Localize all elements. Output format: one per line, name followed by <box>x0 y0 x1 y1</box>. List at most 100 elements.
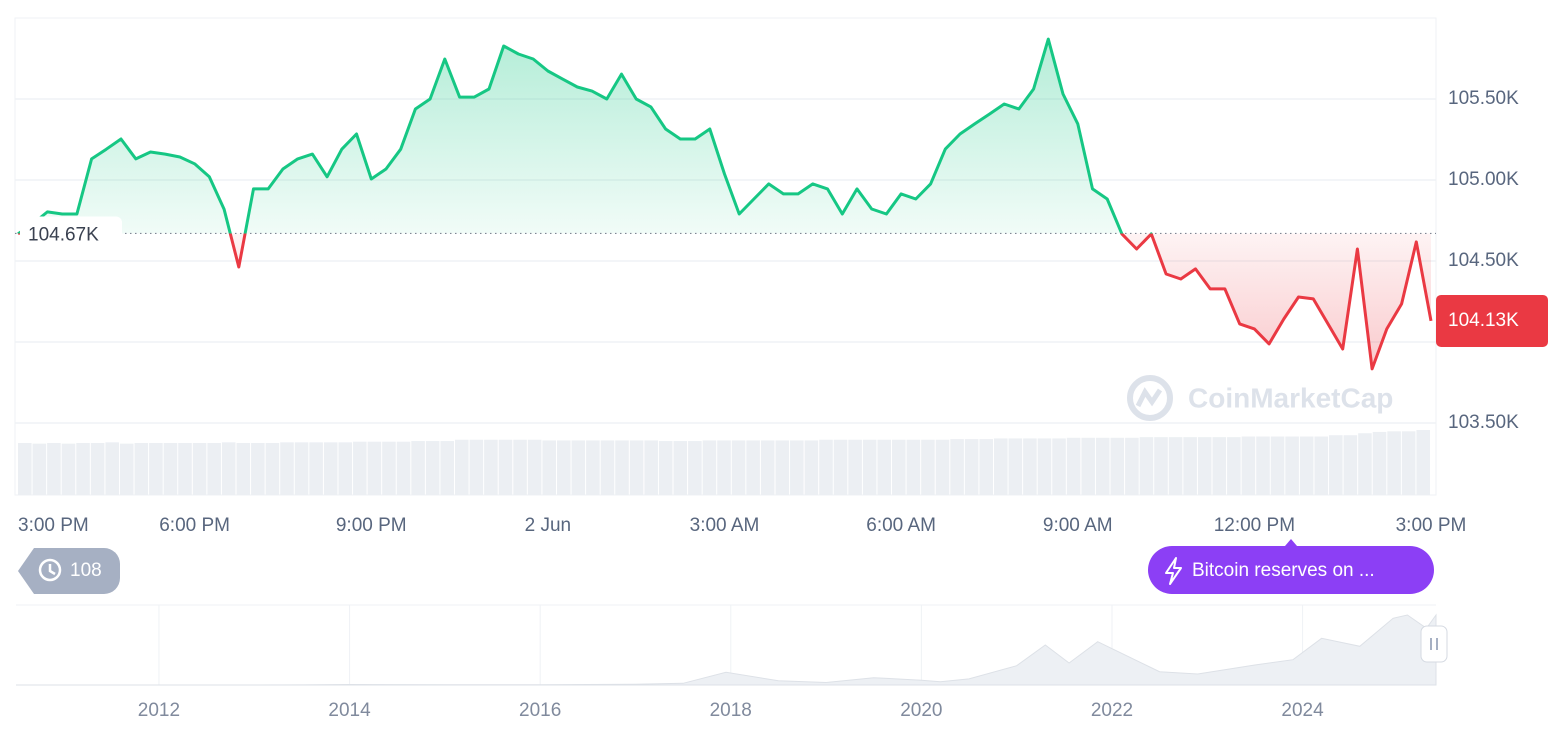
price-line <box>17 37 1433 371</box>
volume-bar <box>1095 437 1110 495</box>
volume-bar <box>819 439 833 495</box>
volume-bar <box>717 440 731 495</box>
volume-bar <box>950 439 964 495</box>
volume-bar <box>760 440 775 495</box>
volume-bar <box>1241 436 1256 495</box>
volume-bar <box>993 438 1008 495</box>
current-label: 104.13K <box>1448 310 1519 331</box>
volume-bar <box>629 440 644 495</box>
volume-bar <box>979 439 993 495</box>
baseline-label-box <box>20 216 122 251</box>
volume-bar <box>1256 436 1270 495</box>
volume-bar <box>396 441 411 495</box>
navigator-area <box>16 613 1437 686</box>
volume-bar <box>600 440 615 495</box>
volume-bar <box>440 441 455 495</box>
volume-bar <box>455 439 469 495</box>
volume-bar <box>309 442 323 495</box>
volume-bar <box>18 443 32 495</box>
volume-bar <box>964 439 979 495</box>
x-tick-label: 6:00 PM <box>159 515 230 536</box>
x-tick-label: 9:00 PM <box>336 515 407 536</box>
navigator-tick-label: 2012 <box>138 700 180 721</box>
x-tick-label: 2 Jun <box>525 515 571 536</box>
volume-bar <box>1212 437 1227 495</box>
volume-bar <box>746 440 760 495</box>
navigator-tick-label: 2022 <box>1091 700 1133 721</box>
volume-bar <box>47 443 61 495</box>
volume-bar <box>367 441 382 495</box>
x-tick-label: 3:00 PM <box>1396 515 1467 536</box>
volume-bar <box>105 442 119 495</box>
volume-bar <box>1270 436 1285 495</box>
volume-bar <box>90 443 105 495</box>
volume-bar <box>673 441 688 495</box>
volume-bar <box>1299 436 1314 495</box>
watermark: CoinMarketCap <box>1127 375 1393 421</box>
volume-bar <box>1037 438 1052 495</box>
history-badge[interactable]: 108 <box>18 548 120 594</box>
volume-bar <box>236 443 251 495</box>
volume-bar <box>1329 435 1343 495</box>
volume-bar <box>615 440 629 495</box>
volume-bar <box>32 443 47 495</box>
volume-bar <box>527 439 542 495</box>
volume-bar <box>586 440 600 495</box>
volume-bar <box>61 443 76 495</box>
volume-bar <box>207 443 221 495</box>
volume-bar <box>877 439 892 495</box>
volume-bar <box>76 443 90 495</box>
volume-bar <box>294 442 309 495</box>
y-tick-label: 105.50K <box>1448 88 1519 109</box>
volume-bar <box>1110 437 1125 495</box>
x-tick-label: 6:00 AM <box>866 515 936 536</box>
volume-bar <box>1227 437 1241 495</box>
handle-box <box>1420 625 1448 663</box>
navigator-tick-label: 2020 <box>900 700 942 721</box>
volume-bar <box>353 441 367 495</box>
volume-bar <box>1023 438 1037 495</box>
volume-bar <box>1314 436 1329 495</box>
volume-bar <box>323 442 338 495</box>
watermark-text: CoinMarketCap <box>1188 382 1393 413</box>
volume-bar <box>163 443 178 495</box>
volume-bar <box>192 443 207 495</box>
navigator-tick-label: 2018 <box>710 700 752 721</box>
volume-bar <box>382 441 396 495</box>
volume-bar <box>862 439 877 495</box>
volume-bar <box>1387 431 1401 495</box>
volume-bar <box>338 442 353 495</box>
navigator-tick-label: 2024 <box>1281 700 1324 721</box>
volume-bar <box>1052 438 1066 495</box>
volume-bar <box>1285 436 1299 495</box>
volume-bar <box>119 443 134 495</box>
volume-bar <box>221 442 236 495</box>
y-tick-label: 104.50K <box>1448 250 1519 271</box>
news-badge[interactable]: Bitcoin reserves on ... <box>1148 539 1434 594</box>
volume-bar <box>1168 437 1183 495</box>
x-tick-label: 12:00 PM <box>1214 515 1295 536</box>
volume-bar <box>688 441 702 495</box>
volume-bar <box>658 441 673 495</box>
volume-bar <box>178 443 192 495</box>
navigator-tick-label: 2016 <box>519 700 561 721</box>
history-count: 108 <box>70 560 102 581</box>
y-tick-label: 105.00K <box>1448 169 1519 190</box>
volume-bar <box>149 443 163 495</box>
volume-bar <box>1139 437 1154 495</box>
volume-bar <box>411 441 425 495</box>
y-tick-label: 103.50K <box>1448 412 1519 433</box>
navigator-tick-label: 2014 <box>328 700 371 721</box>
volume-bar <box>542 440 556 495</box>
volume-bar <box>644 440 658 495</box>
volume-bar <box>1008 438 1023 495</box>
volume-bar <box>1154 437 1168 495</box>
volume-bar <box>556 440 571 495</box>
volume-bar <box>571 440 586 495</box>
navigator-handle[interactable] <box>1420 625 1448 663</box>
volume-bar <box>731 440 746 495</box>
volume-bar <box>134 443 149 495</box>
volume-bar <box>1372 431 1387 495</box>
